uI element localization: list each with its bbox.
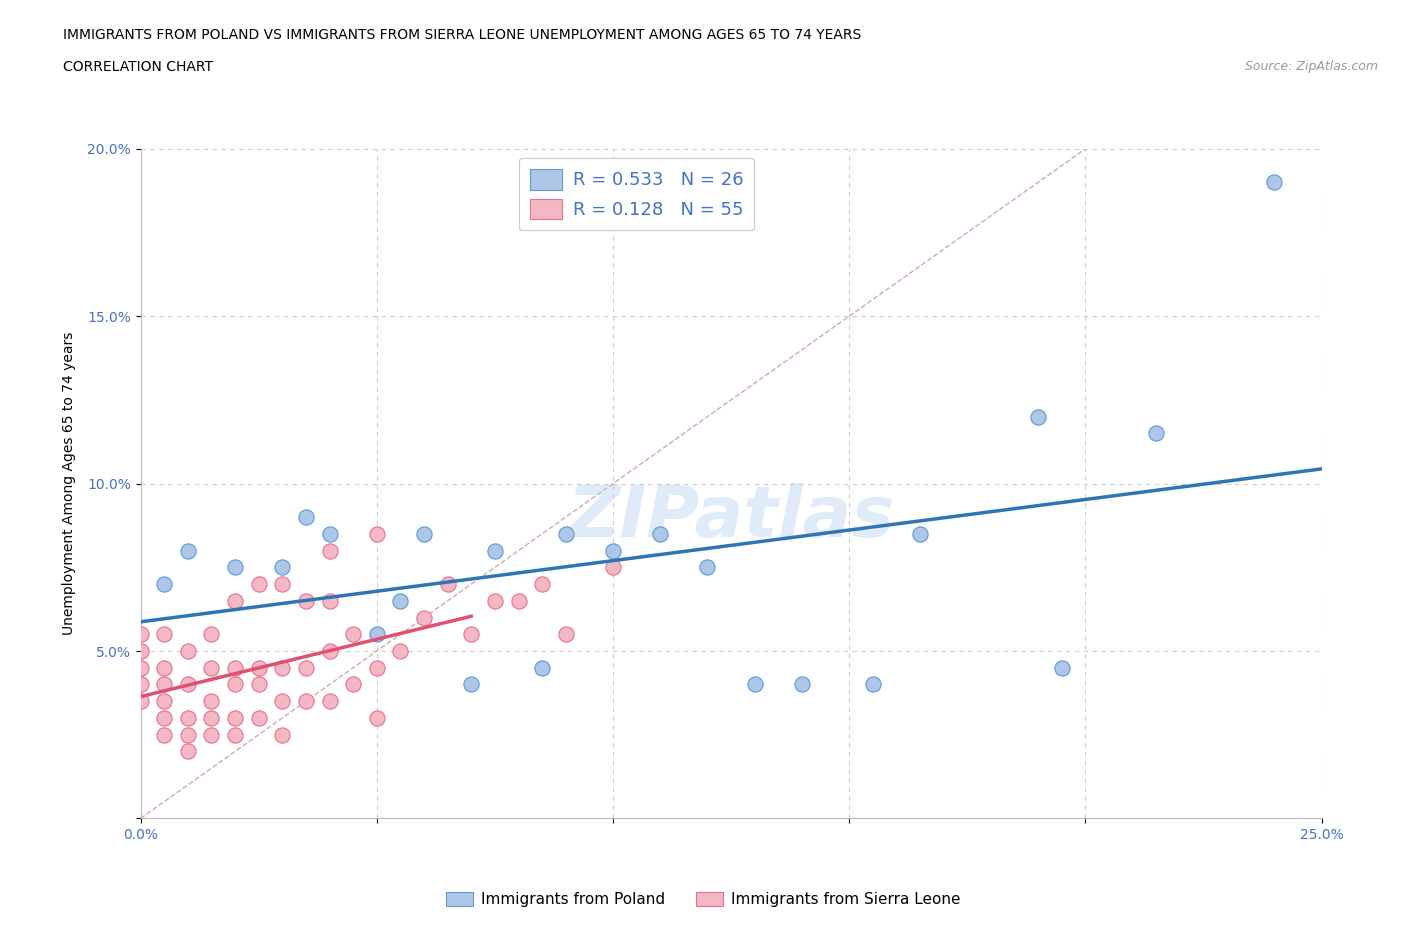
Point (224, 727, 246, 742)
Text: IMMIGRANTS FROM POLAND VS IMMIGRANTS FROM SIERRA LEONE UNEMPLOYMENT AMONG AGES 6: IMMIGRANTS FROM POLAND VS IMMIGRANTS FRO… (63, 28, 862, 42)
Text: CORRELATION CHART: CORRELATION CHART (63, 60, 214, 74)
Point (295, 510, 318, 525)
Point (224, 711, 246, 725)
Point (366, 627, 388, 642)
Point (271, 660, 294, 675)
Point (247, 660, 270, 675)
Point (696, 560, 718, 575)
Point (271, 560, 294, 575)
Point (342, 627, 364, 642)
Point (247, 677, 270, 692)
Text: ZIPatlas: ZIPatlas (568, 483, 894, 551)
Point (177, 727, 200, 742)
Point (650, 526, 672, 541)
Point (744, 677, 766, 692)
Legend: R = 0.533   N = 26, R = 0.128   N = 55: R = 0.533 N = 26, R = 0.128 N = 55 (519, 158, 755, 231)
Point (153, 627, 176, 642)
Point (153, 677, 176, 692)
Point (200, 727, 222, 742)
Point (129, 644, 152, 658)
Point (200, 711, 222, 725)
Point (247, 711, 270, 725)
Point (200, 694, 222, 709)
Point (460, 627, 482, 642)
Point (318, 644, 340, 658)
Point (460, 677, 482, 692)
Point (602, 543, 624, 558)
Point (366, 711, 388, 725)
Point (389, 593, 412, 608)
Point (554, 627, 576, 642)
Point (129, 660, 152, 675)
Point (531, 660, 554, 675)
Point (318, 543, 340, 558)
Point (1144, 426, 1167, 441)
Point (177, 711, 200, 725)
Legend: Immigrants from Poland, Immigrants from Sierra Leone: Immigrants from Poland, Immigrants from … (440, 885, 966, 913)
Point (318, 526, 340, 541)
Point (508, 593, 530, 608)
Point (413, 526, 436, 541)
Point (366, 660, 388, 675)
Point (177, 677, 200, 692)
Point (318, 593, 340, 608)
Point (531, 577, 554, 591)
Point (224, 677, 246, 692)
Point (129, 694, 152, 709)
Point (862, 677, 884, 692)
Point (224, 593, 246, 608)
Point (153, 577, 176, 591)
Point (389, 644, 412, 658)
Point (436, 577, 458, 591)
Point (153, 660, 176, 675)
Point (342, 677, 364, 692)
Point (366, 526, 388, 541)
Point (602, 560, 624, 575)
Point (200, 627, 222, 642)
Point (1050, 660, 1073, 675)
Point (247, 577, 270, 591)
Point (224, 660, 246, 675)
Point (271, 694, 294, 709)
Point (1026, 409, 1049, 424)
Point (224, 560, 246, 575)
Point (413, 610, 436, 625)
Point (295, 660, 318, 675)
Point (484, 543, 506, 558)
Y-axis label: Unemployment Among Ages 65 to 74 years: Unemployment Among Ages 65 to 74 years (62, 332, 76, 635)
Point (129, 627, 152, 642)
Point (484, 593, 506, 608)
Point (790, 677, 813, 692)
Point (153, 711, 176, 725)
Text: Source: ZipAtlas.com: Source: ZipAtlas.com (1244, 60, 1378, 73)
Point (200, 660, 222, 675)
Point (271, 727, 294, 742)
Point (1263, 175, 1285, 190)
Point (153, 694, 176, 709)
Point (271, 577, 294, 591)
Point (295, 593, 318, 608)
Point (177, 644, 200, 658)
Point (295, 694, 318, 709)
Point (908, 526, 931, 541)
Point (554, 526, 576, 541)
Point (153, 727, 176, 742)
Point (177, 744, 200, 759)
Point (177, 543, 200, 558)
Point (129, 677, 152, 692)
Point (318, 694, 340, 709)
